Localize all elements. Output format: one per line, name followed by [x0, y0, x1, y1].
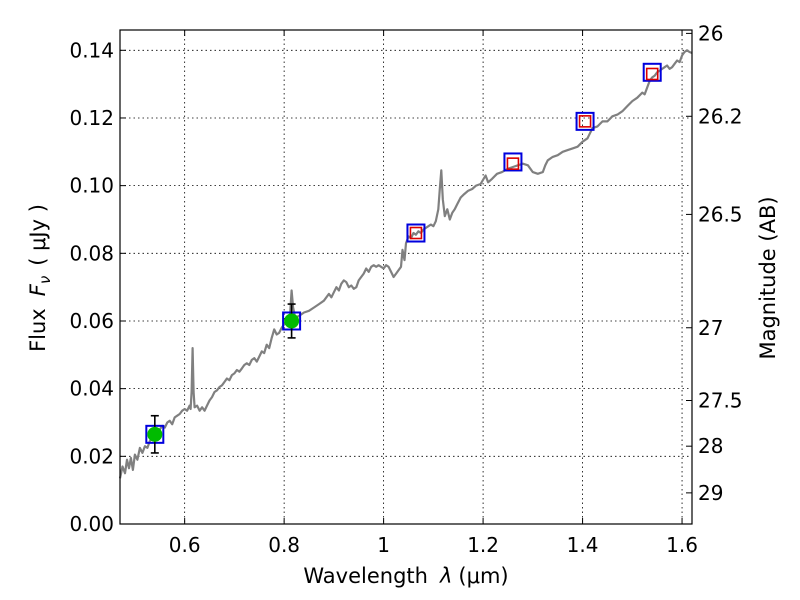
model-photometry-square — [406, 223, 426, 243]
right-axis-label: Magnitude (AB) — [756, 196, 780, 359]
x-tick-label: 0.8 — [268, 533, 300, 557]
upper-limit-square — [645, 67, 659, 81]
x-axis-label-symbol: λ — [439, 564, 452, 588]
y-tick-label: 0.10 — [69, 174, 114, 198]
right-tick-label: 27.5 — [698, 389, 743, 413]
axis-ticks: 0.6 0.8 1 1.2 1.4 1.6 0.00 0.02 0.04 0.06 0.08 0.10… — [69, 21, 742, 557]
y-axis-label-prefix: Flux — [26, 308, 50, 352]
x-tick-label: 1.6 — [666, 533, 698, 557]
plot-frame — [119, 29, 693, 525]
model-photometry-square — [503, 152, 523, 172]
spectrum-line — [118, 49, 693, 479]
x-tick-label: 1 — [377, 533, 390, 557]
x-tick-label: 1.2 — [467, 533, 499, 557]
model-photometry-square — [575, 111, 595, 131]
detection-point — [147, 426, 163, 442]
plot-area — [118, 49, 693, 479]
x-axis-label: Wavelength λ (μm) — [303, 564, 508, 588]
model-photometry-square — [642, 62, 662, 82]
right-tick-label: 29 — [698, 481, 723, 505]
y-axis-label-unit: ( μJy ) — [26, 204, 50, 266]
upper-limit-square — [578, 115, 592, 128]
y-tick-label: 0.12 — [69, 106, 114, 130]
right-tick-label: 26.5 — [698, 202, 743, 226]
y-axis-label-subscript: ν — [36, 276, 54, 284]
y-axis-label: Flux Fν ( μJy ) — [26, 204, 54, 352]
detection-point — [284, 313, 300, 329]
upper-limit-square — [409, 226, 423, 240]
x-tick-label: 0.6 — [169, 533, 201, 557]
right-tick-label: 26.2 — [698, 104, 743, 128]
x-axis-label-unit: (μm) — [458, 564, 508, 588]
y-tick-label: 0.00 — [69, 512, 114, 536]
y-tick-label: 0.04 — [69, 377, 114, 401]
y-tick-label: 0.02 — [69, 444, 114, 468]
y-tick-label: 0.08 — [69, 241, 114, 265]
x-axis-label-prefix: Wavelength — [303, 564, 428, 588]
x-tick-label: 1.4 — [567, 533, 599, 557]
right-tick-label: 27 — [698, 316, 723, 340]
upper-limit-square — [506, 157, 520, 170]
y-tick-label: 0.06 — [69, 309, 114, 333]
grid-lines — [120, 30, 692, 524]
y-axis-label-symbol: F — [26, 283, 50, 296]
right-tick-label: 26 — [698, 21, 723, 45]
right-tick-label: 28 — [698, 434, 723, 458]
y-tick-label: 0.14 — [69, 38, 114, 62]
